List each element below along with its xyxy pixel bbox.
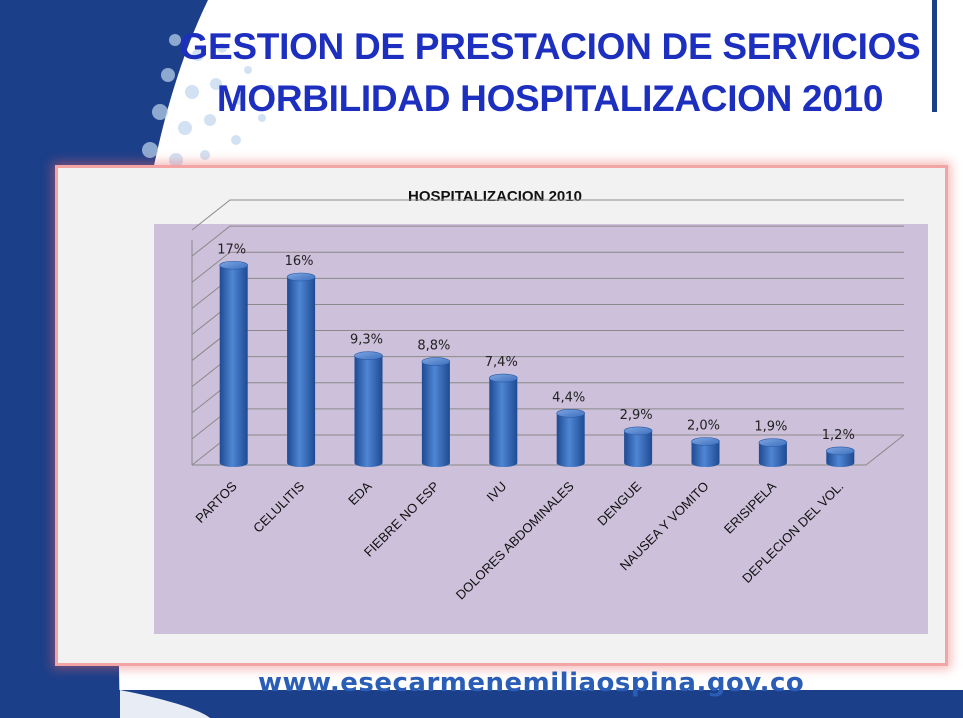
- x-axis-floor: [192, 434, 905, 466]
- chart-title: HOSPITALIZACION 2010: [408, 188, 582, 205]
- bar: [488, 373, 518, 467]
- data-label: 1,9%: [754, 420, 787, 435]
- plot-area: [154, 224, 928, 634]
- data-label: 8,8%: [417, 339, 450, 354]
- data-labels: 17% 16% 9,3% 8,8% 7,4% 4,4% 2,9% 2,0% 1,9% 1,2%: [217, 242, 855, 443]
- gridline: [191, 225, 904, 257]
- category-label: PARTOS: [192, 478, 240, 526]
- gridline: [191, 251, 904, 283]
- category-label: CELULITIS: [250, 478, 307, 535]
- category-label: ERISIPELA: [721, 478, 779, 536]
- bar: [623, 426, 653, 467]
- gridline: [191, 199, 904, 231]
- data-label: 2,9%: [620, 408, 653, 423]
- data-label: 7,4%: [485, 355, 518, 370]
- footer-url[interactable]: www.esecarmenemiliaospina.gov.co: [258, 668, 805, 698]
- bar: [286, 272, 316, 467]
- data-label: 2,0%: [687, 419, 720, 434]
- title-accent-bar: [932, 0, 937, 112]
- bar: [421, 357, 451, 467]
- category-label: IVU: [483, 479, 509, 505]
- bar: [556, 408, 586, 467]
- slide-title-line-2: MORBILIDAD HOSPITALIZACION 2010: [216, 78, 884, 119]
- category-label: EDA: [345, 478, 375, 508]
- data-label: 17%: [217, 242, 246, 257]
- category-label: FIEBRE NO ESP: [361, 479, 442, 560]
- bars: [219, 260, 855, 467]
- data-label: 16%: [285, 254, 314, 269]
- bar: [354, 351, 383, 467]
- data-label: 9,3%: [350, 333, 383, 348]
- bar: [825, 446, 855, 467]
- data-label: 1,2%: [822, 428, 855, 443]
- bar: [219, 260, 248, 467]
- bar: [758, 438, 788, 467]
- bar: [691, 437, 720, 467]
- category-label: DOLORES ABDOMINALES: [453, 478, 577, 602]
- category-label: DENGUE: [594, 478, 644, 528]
- data-label: 4,4%: [552, 390, 585, 405]
- slide-title-line-1: GESTION DE PRESTACION DE SERVICIOS: [179, 26, 921, 67]
